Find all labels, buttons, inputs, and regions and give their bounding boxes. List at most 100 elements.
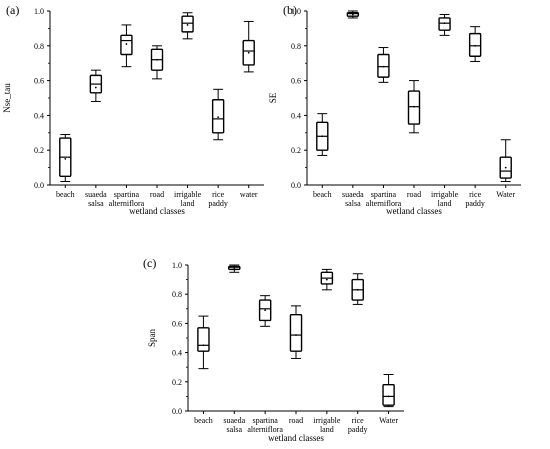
box-0 [197, 315, 210, 370]
x-tick-label: land [438, 199, 452, 208]
box-3 [150, 45, 164, 80]
box-4 [320, 268, 334, 291]
mean-marker [233, 267, 236, 269]
x-tick-label: spartina [114, 190, 140, 199]
y-tick-label: 0.8 [291, 42, 301, 51]
box-5 [351, 273, 364, 305]
x-tick-label: irrigable [313, 416, 341, 425]
mean-marker [156, 58, 158, 61]
box-2 [258, 295, 272, 327]
x-tick-label: road [150, 190, 164, 199]
x-tick-label: land [320, 425, 334, 434]
x-tick-label: Water [496, 190, 515, 199]
box-6 [382, 374, 395, 408]
x-tick-label: paddy [465, 199, 485, 208]
mean-marker [443, 22, 446, 25]
mean-marker [504, 166, 507, 169]
mean-marker [325, 278, 328, 281]
box-4 [181, 12, 194, 40]
mean-marker [356, 288, 359, 291]
x-axis-label: wetland classes [268, 433, 324, 443]
y-tick-label: 0.8 [172, 290, 182, 299]
x-tick-label: spartina [371, 190, 397, 199]
y-tick-label: 0.4 [172, 349, 182, 358]
y-tick-label: 0.6 [172, 319, 182, 328]
mean-marker [94, 86, 97, 89]
y-axis-label: Span [147, 329, 157, 348]
box-6 [242, 20, 255, 73]
box-4 [438, 13, 451, 36]
y-tick-label: 0.4 [291, 111, 301, 120]
panel-label: (b) [283, 3, 297, 17]
box-1 [89, 69, 103, 102]
y-tick-label: 1.0 [34, 7, 44, 16]
y-tick-label: 0.6 [291, 77, 301, 86]
x-tick-label: paddy [208, 199, 228, 208]
panel-label: (a) [6, 3, 19, 17]
x-tick-label: alterniflora [247, 425, 283, 434]
mean-marker [474, 44, 477, 47]
y-tick-label: 0.8 [34, 42, 44, 51]
mean-marker [351, 13, 354, 16]
y-axis-label: SE [268, 92, 278, 103]
y-tick-label: 0.0 [291, 181, 301, 190]
x-tick-label: water [240, 190, 258, 199]
x-tick-label: road [407, 190, 421, 199]
box-2 [377, 47, 390, 83]
mean-marker [382, 65, 385, 68]
mean-marker [321, 135, 324, 138]
y-tick-label: 0.0 [172, 407, 182, 416]
y-tick-label: 1.0 [291, 7, 301, 16]
box-iqr [382, 384, 395, 406]
x-tick-label: alterniflora [366, 199, 402, 208]
y-tick-label: 0.2 [291, 146, 301, 155]
box-1 [228, 264, 241, 273]
x-tick-label: salsa [88, 199, 104, 208]
box-3 [289, 305, 303, 359]
x-tick-label: alterniflora [109, 199, 145, 208]
panel-c: (c) 0.0 0.2 0.4 0.6 0.8 1.0 Span beach suaedasals… [143, 256, 404, 443]
box-iqr [289, 313, 303, 352]
x-tick-label: irrigable [174, 190, 202, 199]
x-tick-label: rice [469, 190, 481, 199]
x-tick-label: suaeda [223, 416, 245, 425]
mean-marker [387, 395, 390, 398]
x-tick-label: rice [352, 416, 364, 425]
box-0 [59, 134, 72, 183]
x-axis-label: wetland classes [386, 206, 442, 216]
x-tick-label: beach [194, 416, 213, 425]
y-tick-label: 1.0 [172, 261, 182, 270]
panel-label: (c) [143, 256, 156, 270]
mean-marker [295, 334, 297, 336]
x-tick-label: beach [313, 190, 332, 199]
x-tick-label: suaeda [342, 190, 364, 199]
x-axis-label: wetland classes [129, 206, 185, 216]
mean-marker [264, 309, 267, 312]
box-2 [120, 24, 133, 68]
mean-marker [186, 24, 189, 26]
box-5 [468, 26, 482, 62]
x-tick-label: rice [212, 190, 224, 199]
box-1 [346, 10, 360, 19]
y-tick-label: 0.2 [34, 146, 44, 155]
x-tick-label: road [289, 416, 303, 425]
x-tick-label: salsa [345, 199, 361, 208]
x-tick-label: land [181, 199, 195, 208]
box-5 [211, 88, 225, 141]
y-axis-label: Nse_tau [2, 83, 12, 113]
x-tick-label: paddy [348, 425, 368, 434]
mean-marker [413, 105, 415, 108]
y-tick-label: 0.6 [34, 77, 44, 86]
x-tick-label: salsa [227, 425, 243, 434]
y-tick-label: 0.0 [34, 181, 44, 190]
mean-marker [217, 116, 220, 119]
y-tick-label: 0.4 [34, 111, 44, 120]
x-tick-label: beach [56, 190, 75, 199]
mean-marker [202, 344, 205, 347]
box-0 [316, 113, 329, 156]
x-tick-label: suaeda [85, 190, 107, 199]
mean-marker [64, 158, 67, 160]
